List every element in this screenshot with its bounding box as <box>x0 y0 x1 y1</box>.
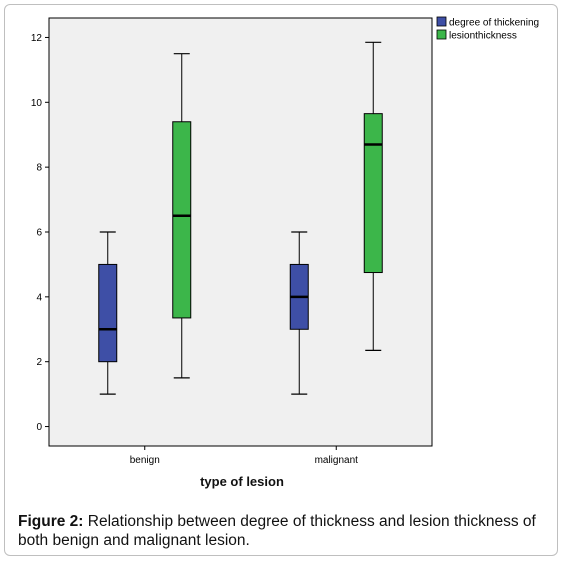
box-plot-chart: 0 2 4 6 8 10 12 benign malignant degree of thicke… <box>31 16 539 466</box>
y-tick-label: 6 <box>36 228 42 239</box>
legend-swatch <box>436 16 447 27</box>
y-tick-label: 0 <box>36 422 42 433</box>
legend-label: lesionthickness <box>449 31 517 42</box>
y-tick-label: 12 <box>31 33 43 44</box>
legend-label: degree of thickening <box>449 18 539 29</box>
y-tick-label: 2 <box>36 357 42 368</box>
x-tick-label: malignant <box>315 455 359 466</box>
y-tick-label: 10 <box>31 98 43 109</box>
legend-swatch <box>436 29 447 40</box>
figure-caption: Figure 2: Relationship between degree of… <box>18 512 548 550</box>
box <box>363 113 383 274</box>
box <box>98 263 118 363</box>
x-axis-label: type of lesion <box>200 474 284 489</box>
y-tick-label: 8 <box>36 163 42 174</box>
caption-text: Relationship between degree of thickness… <box>18 513 536 549</box>
y-tick-label: 4 <box>36 292 42 303</box>
x-tick-label: benign <box>130 455 160 466</box>
caption-label: Figure 2: <box>18 513 84 530</box>
box <box>172 121 192 319</box>
